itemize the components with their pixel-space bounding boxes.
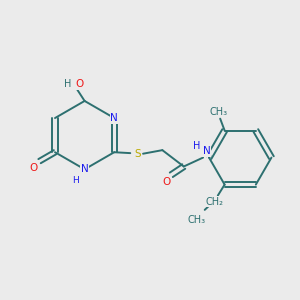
Text: CH₂: CH₂ (206, 196, 224, 206)
Text: N: N (81, 164, 88, 174)
Text: H: H (64, 79, 72, 89)
Text: N: N (110, 113, 118, 123)
Text: O: O (76, 79, 84, 89)
Text: CH₃: CH₃ (187, 215, 206, 225)
Text: O: O (29, 163, 37, 173)
Text: H: H (194, 141, 201, 151)
Text: H: H (72, 176, 79, 185)
Text: S: S (135, 149, 141, 159)
Text: O: O (163, 177, 171, 187)
Text: N: N (203, 146, 211, 156)
Text: CH₃: CH₃ (210, 107, 228, 117)
